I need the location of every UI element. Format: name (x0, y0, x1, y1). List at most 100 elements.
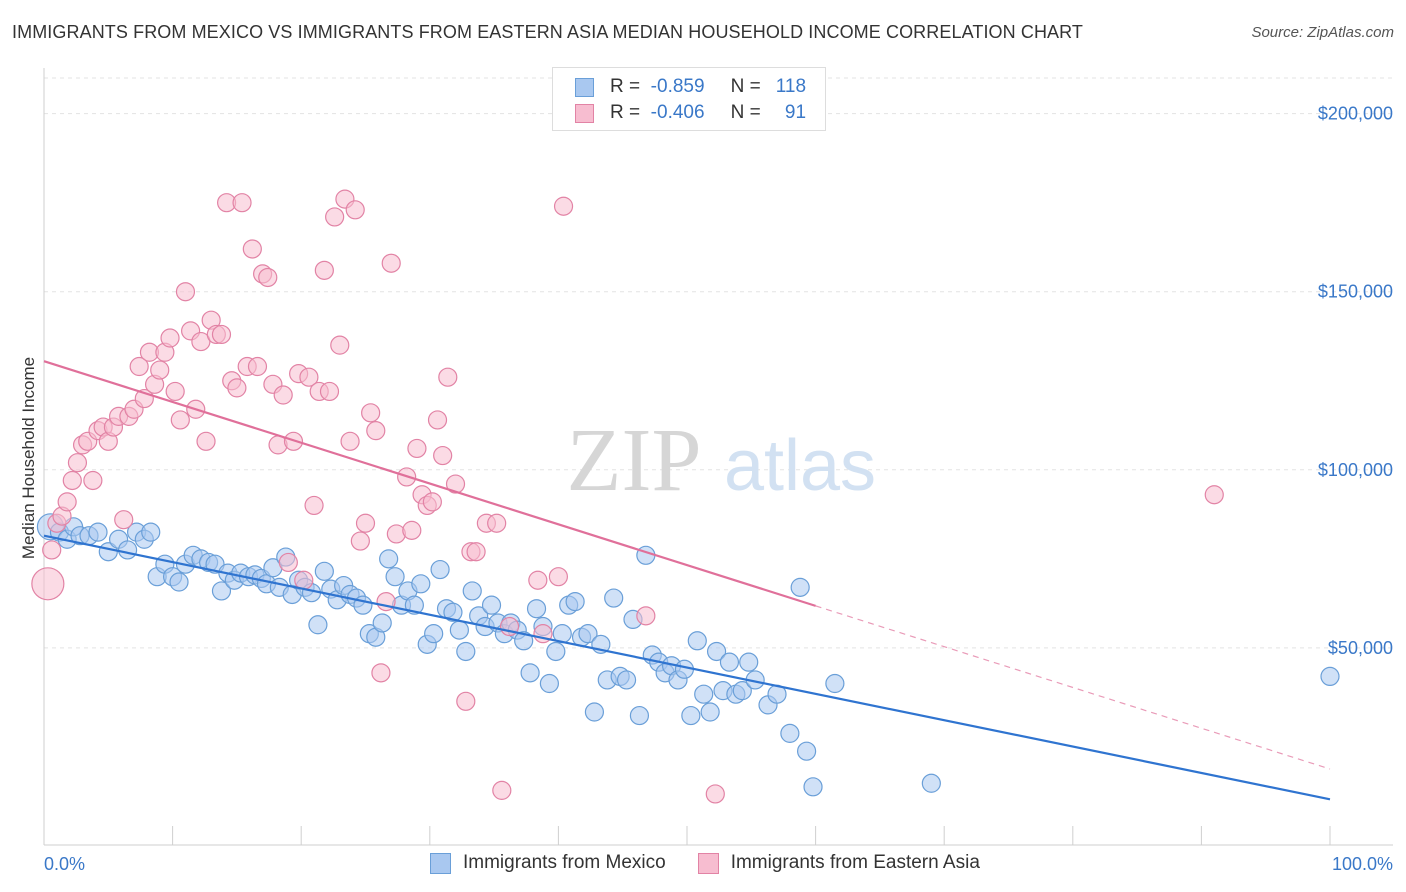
mexico-point (719, 652, 740, 672)
mexico-point (314, 561, 334, 581)
trend-lines (43, 360, 1331, 801)
mexico-legend-swatch (430, 852, 451, 874)
eastern-asia-point (340, 431, 360, 451)
mexico-point (921, 773, 941, 793)
x-tick-label-min: 0.0% (44, 854, 85, 874)
eastern-asia-point (129, 356, 149, 377)
legend-item-eastern-asia[interactable]: Immigrants from Eastern Asia (697, 852, 980, 874)
mexico-point (379, 549, 399, 569)
mexico-point (308, 615, 328, 635)
n-label: N = (730, 76, 761, 97)
eastern-asia-point (57, 492, 77, 512)
eastern-asia-point (273, 385, 293, 405)
mexico-point (780, 723, 800, 743)
eastern-asia-point (325, 207, 345, 227)
mexico-point (732, 681, 752, 701)
mexico-point (546, 641, 566, 662)
mexico-point (443, 602, 463, 622)
eastern-asia-legend-swatch (697, 852, 719, 874)
mexico-point (681, 705, 701, 726)
eastern-asia-point (438, 367, 458, 387)
eastern-asia-point (175, 282, 196, 302)
eastern-asia-point (42, 540, 62, 560)
eastern-asia-swatch (575, 103, 594, 123)
eastern-asia-point (31, 567, 65, 601)
eastern-asia-point (294, 570, 314, 590)
eastern-asia-point (299, 367, 319, 387)
n-value: 91 (784, 102, 807, 123)
mexico-point (520, 663, 540, 683)
eastern-asia-point (528, 570, 548, 590)
mexico-point (604, 588, 624, 608)
y-tick-labels: $50,000 $100,000 $150,000 $200,000 (1318, 104, 1393, 658)
mexico-point (565, 591, 585, 612)
mexico-point (616, 670, 637, 690)
stats-legend: R = -0.859 N = 118 R = -0.406 N = 91 (552, 67, 826, 131)
mexico-point (514, 631, 534, 651)
eastern-asia-point (232, 193, 252, 213)
eastern-asia-point (548, 567, 569, 587)
eastern-asia-point (211, 324, 232, 345)
eastern-asia-point (553, 196, 574, 216)
axes (43, 68, 1393, 846)
eastern-asia-point (492, 780, 512, 800)
mexico-point (449, 620, 469, 640)
eastern-asia-point (381, 253, 401, 273)
source-label: Source: ZipAtlas.com (1251, 24, 1394, 41)
legend-label-mexico: Immigrants from Mexico (463, 852, 666, 873)
y-tick-label: $50,000 (1328, 638, 1393, 658)
eastern-asia-point (242, 239, 262, 259)
eastern-asia-point (371, 663, 391, 683)
r-value: -0.859 (650, 76, 705, 97)
y-axis-title: Median Household Income (19, 357, 38, 559)
eastern-asia-point (247, 356, 268, 377)
eastern-asia-point (62, 470, 82, 491)
chart-title: IMMIGRANTS FROM MEXICO VS IMMIGRANTS FRO… (12, 22, 1084, 42)
mexico-point (1320, 666, 1340, 687)
x-tick-label-max: 100.0% (1332, 854, 1393, 874)
eastern-asia-point (165, 381, 185, 402)
eastern-asia-point (170, 410, 190, 430)
mexico-point (424, 624, 444, 644)
eastern-asia-point (319, 381, 340, 402)
eastern-asia-point (278, 552, 298, 573)
eastern-asia-point (350, 531, 370, 551)
legend-item-mexico[interactable]: Immigrants from Mexico (430, 852, 666, 874)
mexico-point (803, 777, 823, 797)
eastern-asia-point (196, 431, 216, 451)
eastern-asia-point (330, 335, 350, 355)
n-value: 118 (775, 76, 807, 97)
eastern-asia-point (402, 520, 422, 540)
eastern-asia-point (636, 606, 656, 626)
y-tick-label: $200,000 (1318, 104, 1393, 124)
mexico-point (694, 684, 714, 704)
mexico-trend-line (43, 534, 1331, 801)
mexico-point (88, 522, 108, 542)
mexico-point (790, 577, 810, 597)
r-value: -0.406 (650, 102, 705, 123)
mexico-point (117, 540, 138, 560)
mexico-point (169, 572, 189, 592)
eastern-asia-point (361, 403, 381, 423)
eastern-asia-point (345, 200, 365, 220)
mexico-point (481, 595, 502, 615)
mexico-point (462, 581, 482, 601)
eastern-asia-point (366, 421, 386, 441)
mexico-point (411, 574, 431, 594)
eastern-asia-point (422, 492, 442, 512)
mexico-point (456, 641, 476, 662)
eastern-asia-point (114, 510, 134, 530)
eastern-asia-point (304, 495, 324, 516)
eastern-asia-point (150, 360, 170, 380)
eastern-asia-point (433, 445, 453, 466)
mexico-point (141, 522, 161, 542)
mexico-point (706, 641, 727, 662)
r-label: R = (610, 76, 641, 97)
eastern-asia-point (258, 267, 278, 288)
eastern-asia-point (705, 784, 725, 804)
mexico-point (739, 652, 759, 672)
mexico-point (385, 567, 405, 587)
eastern-asia-point (67, 453, 88, 473)
mexico-point (700, 702, 720, 722)
